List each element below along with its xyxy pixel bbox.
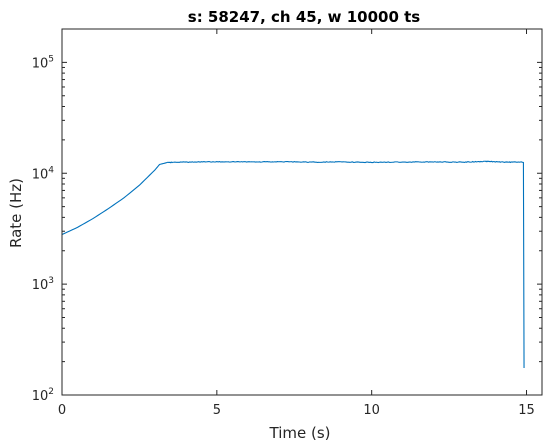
- plot-frame: [61, 28, 543, 396]
- y-tick-label: 103: [32, 276, 54, 293]
- axis-ticks: [61, 29, 542, 396]
- x-tick-label: 15: [518, 403, 535, 418]
- rate-series-line: [61, 160, 525, 369]
- axis-tick-labels: 0 5 10 15 102 103 104 105: [32, 54, 535, 418]
- y-axis-label: Rate (Hz): [7, 178, 25, 248]
- x-tick-label: 10: [363, 403, 380, 418]
- y-tick-label: 104: [32, 165, 55, 182]
- x-tick-label: 5: [213, 403, 221, 418]
- y-tick-label: 105: [32, 54, 54, 71]
- x-tick-label: 0: [58, 403, 66, 418]
- y-tick-label: 102: [32, 387, 54, 404]
- x-axis-label: Time (s): [269, 424, 331, 442]
- chart-title: s: 58247, ch 45, w 10000 ts: [188, 8, 420, 26]
